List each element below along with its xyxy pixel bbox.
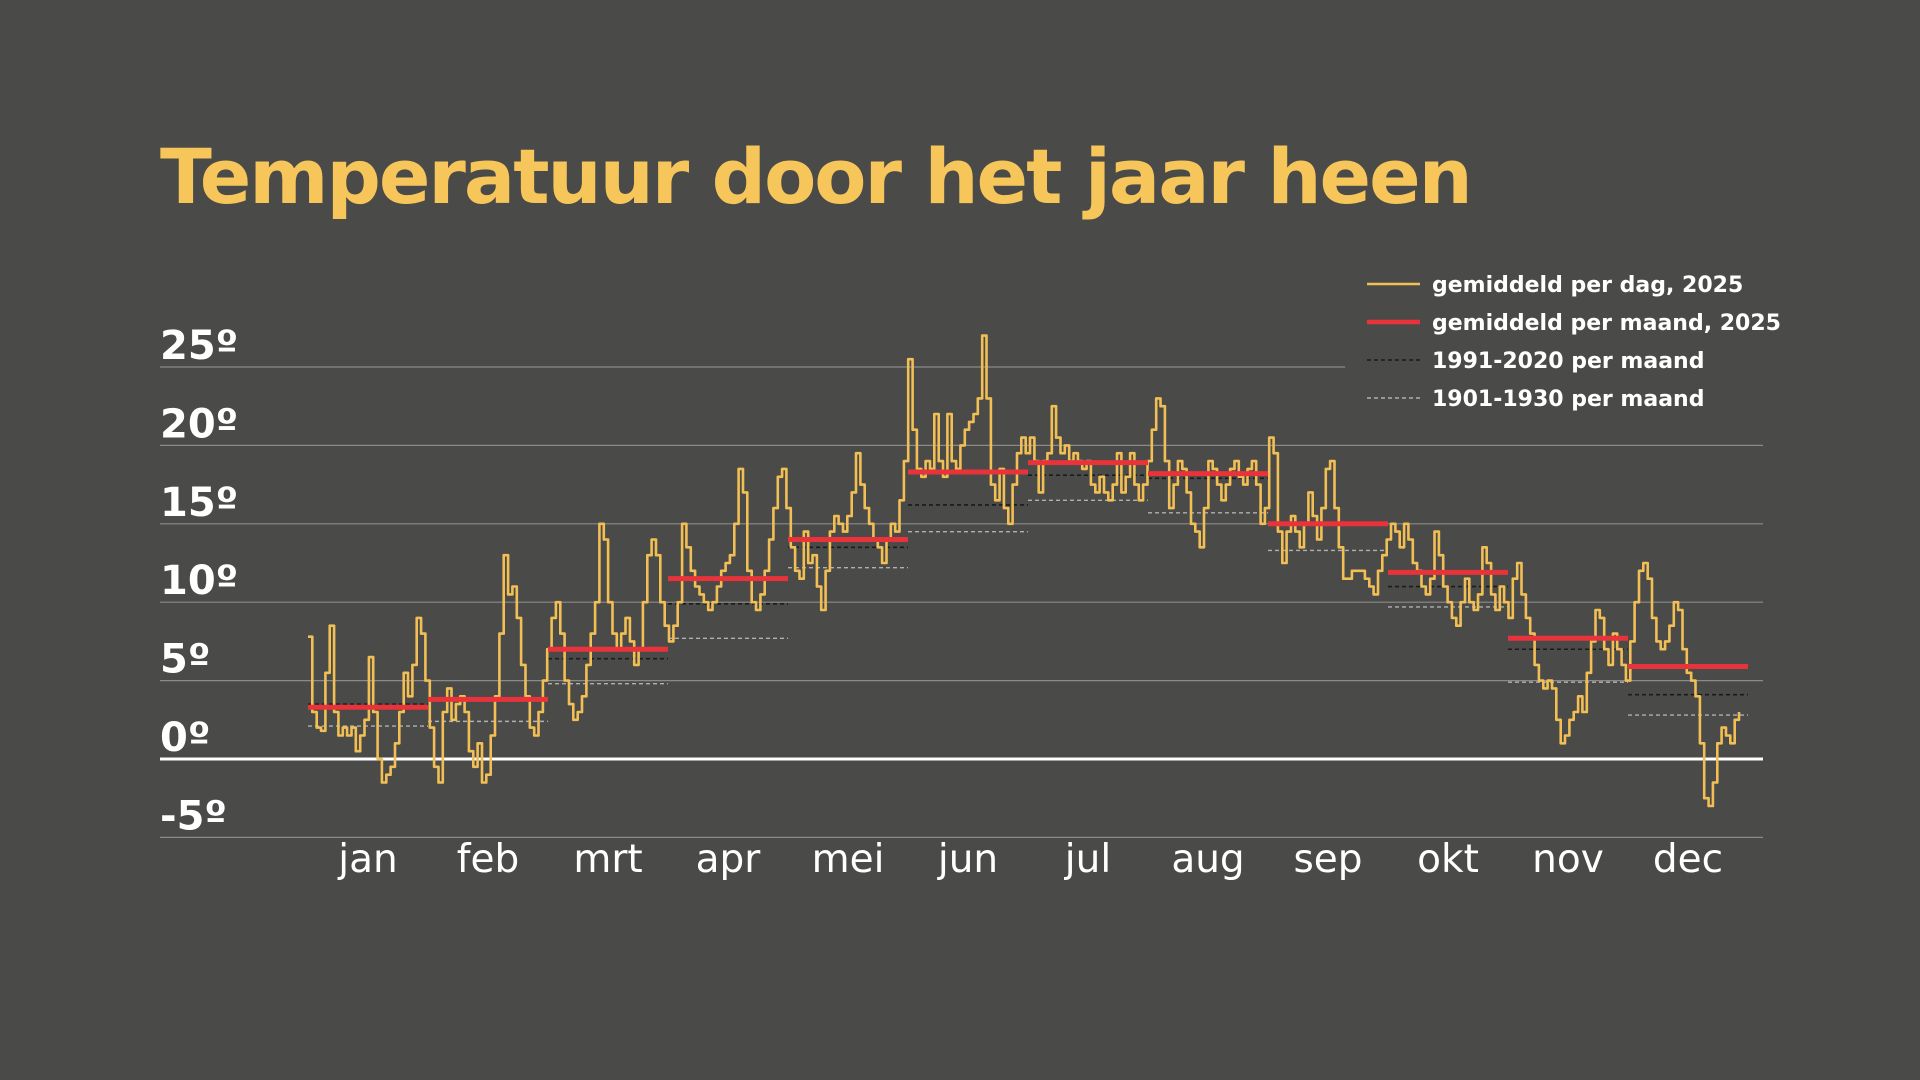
y-tick-label: 5º <box>160 637 210 683</box>
x-axis-ticks: jan feb mrt apr mei jun jul aug sep okt nov dec <box>337 837 1723 882</box>
x-tick-label: dec <box>1653 837 1723 882</box>
x-tick-label: nov <box>1532 837 1604 882</box>
x-tick-label: feb <box>457 837 519 882</box>
y-axis-ticks: 25º 20º 15º 10º 5º 0º -5º <box>160 323 238 839</box>
x-tick-label: mrt <box>573 837 642 882</box>
y-tick-label: -5º <box>160 793 227 839</box>
daily-line <box>308 334 1741 808</box>
series-1901-1930 <box>308 499 1748 727</box>
y-tick-label: 15º <box>160 480 238 526</box>
legend-label: gemiddeld per dag, 2025 <box>1432 273 1743 298</box>
y-tick-label: 25º <box>160 323 238 369</box>
x-tick-label: apr <box>696 837 762 882</box>
x-tick-label: sep <box>1293 837 1362 882</box>
chart-title: Temperatuur door het jaar heen <box>160 132 1473 221</box>
x-tick-label: okt <box>1417 837 1479 882</box>
legend-label: 1901-1930 per maand <box>1432 387 1704 412</box>
series-monthly-2025 <box>308 460 1748 710</box>
x-tick-label: mei <box>812 837 885 882</box>
x-tick-label: jul <box>1064 837 1111 882</box>
x-tick-label: jun <box>937 837 998 882</box>
legend-label: 1991-2020 per maand <box>1432 349 1704 374</box>
x-tick-label: aug <box>1171 837 1244 882</box>
series-1991-2020 <box>308 474 1748 705</box>
grid-lines <box>160 366 1763 839</box>
series-daily-2025 <box>308 334 1741 808</box>
legend-label: gemiddeld per maand, 2025 <box>1432 311 1781 336</box>
x-tick-label: jan <box>337 837 397 882</box>
y-tick-label: 0º <box>160 715 210 761</box>
legend: gemiddeld per dag, 2025 gemiddeld per maa… <box>1367 273 1781 412</box>
y-tick-label: 20º <box>160 401 238 447</box>
y-tick-label: 10º <box>160 558 238 604</box>
